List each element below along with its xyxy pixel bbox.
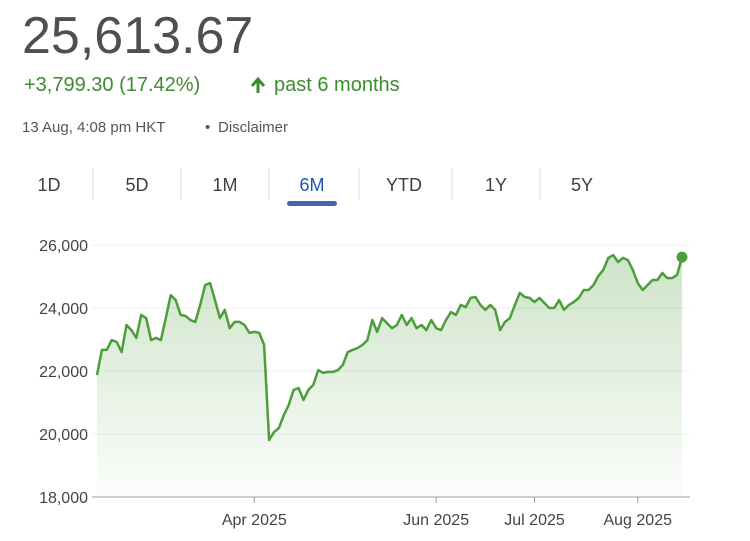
- price: 25,613.67: [22, 7, 253, 65]
- y-tick-label: 24,000: [39, 301, 88, 318]
- tab-underline: [287, 201, 337, 206]
- tab[interactable]: 1M: [212, 175, 237, 195]
- x-tick-label: Apr 2025: [222, 512, 287, 529]
- tab[interactable]: 5Y: [571, 175, 593, 195]
- tab[interactable]: 1D: [37, 175, 60, 195]
- x-tick-label: Aug 2025: [603, 512, 672, 529]
- tab[interactable]: 1Y: [485, 175, 507, 195]
- separator: •: [205, 119, 210, 136]
- line: [95, 253, 684, 442]
- y-tick-label: 20,000: [39, 427, 88, 444]
- area: [97, 255, 682, 497]
- tab[interactable]: YTD: [386, 175, 422, 195]
- y-tick-label: 18,000: [39, 490, 88, 507]
- up-arrow-icon: [250, 76, 266, 93]
- disclaimer-link[interactable]: Disclaimer: [218, 119, 288, 136]
- range-tabs: 1D 5D 1M 6M YTD 1Y 5Y: [37, 168, 593, 206]
- y-tick-label: 22,000: [39, 364, 88, 381]
- y-tick-label: 26,000: [39, 238, 88, 255]
- last-point: [676, 251, 688, 263]
- x-tick-label: Jul 2025: [504, 512, 565, 529]
- x-tick-label: Jun 2025: [403, 512, 469, 529]
- tab[interactable]: 5D: [125, 175, 148, 195]
- chart: 18,000 20,000 22,000 24,000 26,000 Apr 2025 Ju…: [39, 238, 690, 529]
- tab-selected[interactable]: 6M: [299, 175, 324, 195]
- period: past 6 months: [274, 74, 400, 96]
- timestamp: 13 Aug, 4:08 pm HKT: [22, 119, 165, 136]
- change: +3,799.30 (17.42%): [24, 74, 200, 96]
